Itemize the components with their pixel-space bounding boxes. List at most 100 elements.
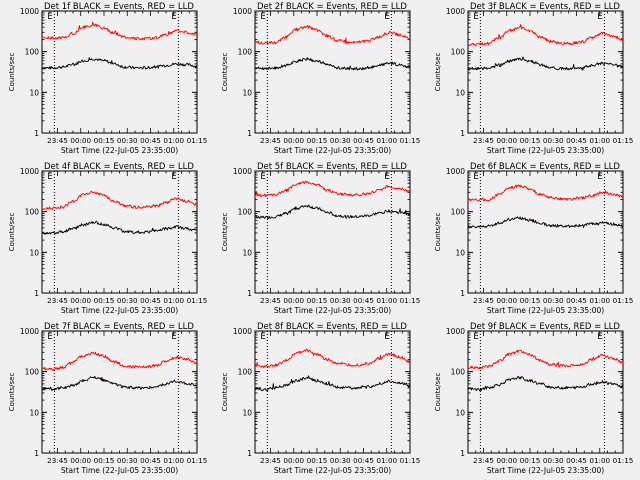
y-axis-label: Counts/sec: [221, 53, 229, 92]
x-tick-label: 01:15: [613, 456, 634, 465]
event-marker-label: E: [597, 172, 602, 182]
y-tick-label: 1: [247, 129, 252, 138]
series-events-line: [254, 204, 410, 220]
y-tick-label: 100: [25, 208, 40, 217]
x-tick-label: 01:15: [400, 456, 421, 465]
plot-frame: [254, 10, 411, 134]
plot-panel-8: Det 8f BLACK = Events, RED = LLD 1 10 100 10…: [221, 322, 420, 475]
plot-panel-1: Det 1f BLACK = Events, RED = LLD 1 10 100 10…: [8, 2, 207, 155]
series-events-line: [254, 57, 411, 71]
y-tick-label: 10: [29, 408, 39, 417]
y-tick-label: 100: [451, 48, 466, 57]
x-tick-label: 00:45: [566, 136, 587, 145]
x-tick-label: 00:30: [543, 456, 564, 465]
x-tick-label: 01:15: [187, 456, 208, 465]
event-marker-label: E: [171, 12, 176, 22]
series-lld-line: [254, 25, 411, 46]
y-tick-label: 1000: [446, 167, 465, 176]
x-tick-label: 23:45: [260, 296, 281, 305]
event-marker-label: E: [260, 12, 265, 22]
event-marker-label: E: [171, 332, 176, 342]
plot-title: Det 9f BLACK = Events, RED = LLD: [470, 322, 620, 332]
y-tick-label: 1: [460, 289, 465, 298]
x-tick-label: 01:00: [163, 456, 184, 465]
event-marker-label: E: [597, 332, 602, 342]
series-lld-line: [467, 349, 624, 370]
series-lld-line: [467, 23, 624, 47]
plot-title: Det 3f BLACK = Events, RED = LLD: [470, 2, 620, 12]
event-marker-label: E: [384, 12, 389, 22]
x-tick-label: 00:30: [117, 136, 138, 145]
x-tick-label: 00:45: [140, 136, 161, 145]
x-tick-label: 23:45: [473, 136, 494, 145]
series-lld-line: [254, 348, 411, 368]
x-tick-label: 01:15: [400, 136, 421, 145]
y-tick-label: 10: [455, 408, 465, 417]
y-tick-label: 1000: [233, 7, 252, 16]
x-tick-label: 01:15: [187, 296, 208, 305]
x-axis-label: Start Time (22-Jul-05 23:35:00): [487, 466, 604, 475]
x-tick-label: 00:30: [543, 296, 564, 305]
plot-frame: [254, 330, 411, 454]
y-tick-label: 10: [455, 88, 465, 97]
y-axis-label: Counts/sec: [434, 53, 442, 92]
x-tick-label: 23:45: [473, 296, 494, 305]
x-tick-label: 00:00: [283, 296, 304, 305]
event-marker-label: E: [260, 332, 265, 342]
y-tick-label: 10: [29, 88, 39, 97]
plot-title: Det 7f BLACK = Events, RED = LLD: [44, 322, 194, 332]
plot-title: Det 4f BLACK = Events, RED = LLD: [44, 162, 194, 172]
y-tick-label: 1000: [446, 7, 465, 16]
x-tick-label: 00:45: [140, 296, 161, 305]
y-tick-label: 1: [460, 129, 465, 138]
plot-frame: [467, 330, 624, 454]
event-marker-label: E: [47, 12, 52, 22]
x-axis-label: Start Time (22-Jul-05 23:35:00): [61, 146, 178, 155]
series-events-line: [254, 375, 411, 392]
y-tick-label: 1: [247, 449, 252, 458]
x-tick-label: 01:00: [589, 296, 610, 305]
x-tick-label: 00:30: [330, 296, 351, 305]
x-tick-label: 00:15: [94, 136, 115, 145]
x-tick-label: 01:15: [400, 296, 421, 305]
y-axis-label: Counts/sec: [8, 373, 16, 412]
x-tick-label: 00:15: [520, 456, 541, 465]
x-tick-label: 00:00: [70, 136, 91, 145]
y-axis-label: Counts/sec: [8, 53, 16, 92]
x-tick-label: 23:45: [47, 296, 68, 305]
event-marker-label: E: [384, 332, 389, 342]
x-axis-label: Start Time (22-Jul-05 23:35:00): [61, 466, 178, 475]
x-tick-label: 00:45: [353, 136, 374, 145]
x-tick-label: 00:30: [543, 136, 564, 145]
x-tick-label: 01:00: [589, 456, 610, 465]
y-axis-label: Counts/sec: [434, 213, 442, 252]
y-tick-label: 1000: [233, 327, 252, 336]
x-tick-label: 00:15: [94, 296, 115, 305]
x-tick-label: 00:00: [283, 456, 304, 465]
y-tick-label: 10: [455, 248, 465, 257]
plot-frame: [41, 330, 198, 454]
plot-frame: [467, 10, 624, 134]
y-tick-label: 1: [34, 289, 39, 298]
y-axis-label: Counts/sec: [8, 213, 16, 252]
plot-title: Det 5f BLACK = Events, RED = LLD: [257, 162, 407, 172]
x-tick-label: 00:00: [70, 456, 91, 465]
event-marker-label: E: [260, 172, 265, 182]
y-tick-label: 1: [460, 449, 465, 458]
series-events-line: [467, 216, 624, 229]
x-tick-label: 00:00: [496, 136, 517, 145]
series-lld-line: [467, 184, 624, 202]
y-tick-label: 10: [242, 248, 252, 257]
x-tick-label: 00:30: [117, 296, 138, 305]
x-tick-label: 00:00: [70, 296, 91, 305]
x-tick-label: 00:30: [330, 136, 351, 145]
series-lld-line: [41, 21, 198, 41]
x-tick-label: 23:45: [47, 456, 68, 465]
x-tick-label: 00:30: [330, 456, 351, 465]
y-tick-label: 1000: [446, 327, 465, 336]
x-tick-label: 00:15: [94, 456, 115, 465]
y-tick-label: 100: [451, 208, 466, 217]
plot-panel-7: Det 7f BLACK = Events, RED = LLD 1 10 100 10…: [8, 322, 207, 475]
y-axis-label: Counts/sec: [434, 373, 442, 412]
